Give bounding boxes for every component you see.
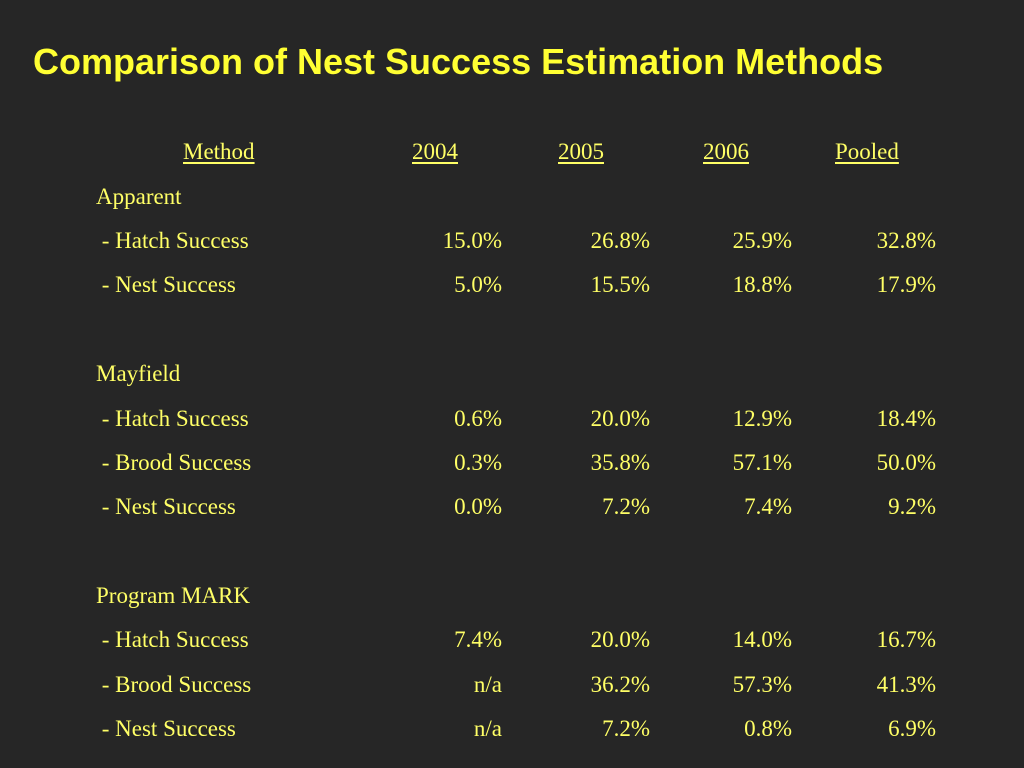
group-title-program-mark: Program MARK	[96, 583, 250, 608]
cell-2005: 7.2%	[602, 494, 650, 519]
row-label: - Nest Success	[96, 272, 236, 297]
cell-2006: 0.8%	[744, 716, 792, 741]
cell-2004: 0.3%	[454, 450, 502, 475]
cell-2004: n/a	[473, 672, 502, 697]
cell-pooled: 6.9%	[888, 716, 936, 741]
cell-2005: 20.0%	[590, 406, 650, 431]
group-title-mayfield: Mayfield	[96, 361, 181, 386]
cell-2004: 0.6%	[454, 406, 502, 431]
cell-2006: 57.1%	[732, 450, 792, 475]
cell-pooled: 41.3%	[876, 672, 936, 697]
header-2005: 2005	[558, 139, 604, 164]
cell-2006: 57.3%	[732, 672, 792, 697]
cell-2006: 25.9%	[732, 228, 792, 253]
cell-pooled: 17.9%	[876, 272, 936, 297]
cell-2004: 5.0%	[454, 272, 502, 297]
cell-2005: 20.0%	[590, 627, 650, 652]
cell-2005: 26.8%	[590, 228, 650, 253]
cell-2005: 7.2%	[602, 716, 650, 741]
cell-2006: 14.0%	[732, 627, 792, 652]
cell-2004: 0.0%	[454, 494, 502, 519]
row-label: - Hatch Success	[96, 627, 249, 652]
cell-pooled: 16.7%	[876, 627, 936, 652]
group-title-apparent: Apparent	[96, 184, 182, 209]
cell-pooled: 18.4%	[876, 406, 936, 431]
cell-2004: 7.4%	[454, 627, 502, 652]
row-label: - Nest Success	[96, 494, 236, 519]
header-pooled: Pooled	[835, 139, 899, 164]
cell-2005: 15.5%	[590, 272, 650, 297]
header-2006: 2006	[703, 139, 749, 164]
header-2004: 2004	[412, 139, 458, 164]
row-label: - Hatch Success	[96, 228, 249, 253]
cell-pooled: 32.8%	[876, 228, 936, 253]
row-label: - Brood Success	[96, 450, 252, 475]
cell-2005: 36.2%	[590, 672, 650, 697]
cell-2006: 12.9%	[732, 406, 792, 431]
cell-pooled: 9.2%	[888, 494, 936, 519]
cell-2004: 15.0%	[442, 228, 502, 253]
row-label: - Brood Success	[96, 672, 252, 697]
slide-title: Comparison of Nest Success Estimation Me…	[33, 41, 884, 82]
cell-2006: 7.4%	[744, 494, 792, 519]
row-label: - Nest Success	[96, 716, 236, 741]
cell-2005: 35.8%	[590, 450, 650, 475]
cell-2004: n/a	[473, 716, 502, 741]
row-label: - Hatch Success	[96, 406, 249, 431]
header-method: Method	[183, 139, 255, 164]
cell-2006: 18.8%	[732, 272, 792, 297]
cell-pooled: 50.0%	[876, 450, 936, 475]
